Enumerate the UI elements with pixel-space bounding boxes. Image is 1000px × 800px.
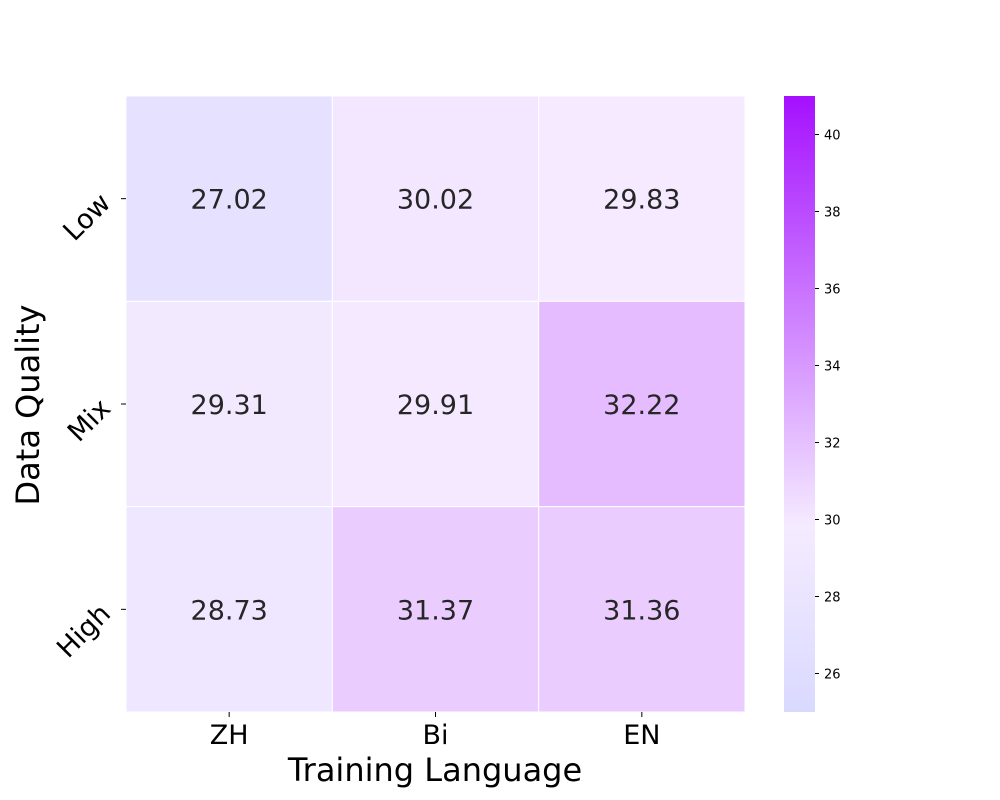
heatmap-cell bbox=[125, 506, 333, 713]
cell-value-label: 31.37 bbox=[397, 595, 474, 626]
colorbar-tick-label: 28 bbox=[824, 591, 841, 606]
colorbar: 26 28 30 32 34 36 38 40 bbox=[784, 96, 841, 712]
colorbar-tick-label: 40 bbox=[824, 129, 841, 144]
heatmap-cells bbox=[125, 95, 746, 713]
colorbar-ticks: 26 28 30 32 34 36 38 40 bbox=[815, 129, 841, 683]
colorbar-tick-label: 38 bbox=[824, 206, 841, 221]
heatmap-cell bbox=[125, 95, 333, 302]
colorbar-tick-label: 32 bbox=[824, 437, 841, 452]
y-tick-label: Mix bbox=[62, 393, 117, 448]
y-tick-label: Low bbox=[57, 188, 117, 248]
colorbar-gradient bbox=[784, 96, 815, 712]
x-tick-label: Bi bbox=[422, 720, 448, 751]
x-axis-ticks: ZH Bi EN bbox=[210, 712, 660, 751]
heatmap-cell bbox=[331, 506, 540, 713]
colorbar-tick-label: 34 bbox=[824, 360, 841, 375]
colorbar-tick-label: 36 bbox=[824, 283, 841, 298]
colorbar-tick-label: 30 bbox=[824, 514, 841, 529]
heatmap-cell bbox=[538, 95, 746, 302]
x-tick-label: EN bbox=[623, 720, 660, 751]
heatmap-cell bbox=[125, 300, 333, 508]
cell-value-label: 29.31 bbox=[191, 390, 268, 421]
x-tick-label: ZH bbox=[210, 720, 249, 751]
y-axis-title: Data Quality bbox=[9, 305, 47, 506]
heatmap-cell bbox=[331, 95, 540, 302]
heatmap-cell bbox=[331, 300, 540, 508]
y-axis-ticks: Low Mix High bbox=[51, 188, 126, 664]
heatmap-cell bbox=[538, 300, 746, 508]
heatmap-cell-labels: 27.02 30.02 29.83 29.31 29.91 32.22 28.73 31.37… bbox=[191, 185, 681, 627]
y-tick-label: High bbox=[51, 598, 117, 664]
cell-value-label: 30.02 bbox=[397, 185, 474, 216]
colorbar-tick-label: 26 bbox=[824, 668, 841, 683]
cell-value-label: 31.36 bbox=[603, 595, 680, 626]
cell-value-label: 32.22 bbox=[603, 390, 680, 421]
cell-value-label: 29.91 bbox=[397, 390, 474, 421]
cell-value-label: 29.83 bbox=[603, 185, 680, 216]
x-axis-title: Training Language bbox=[287, 751, 582, 789]
cell-value-label: 27.02 bbox=[191, 185, 268, 216]
cell-value-label: 28.73 bbox=[191, 595, 268, 626]
